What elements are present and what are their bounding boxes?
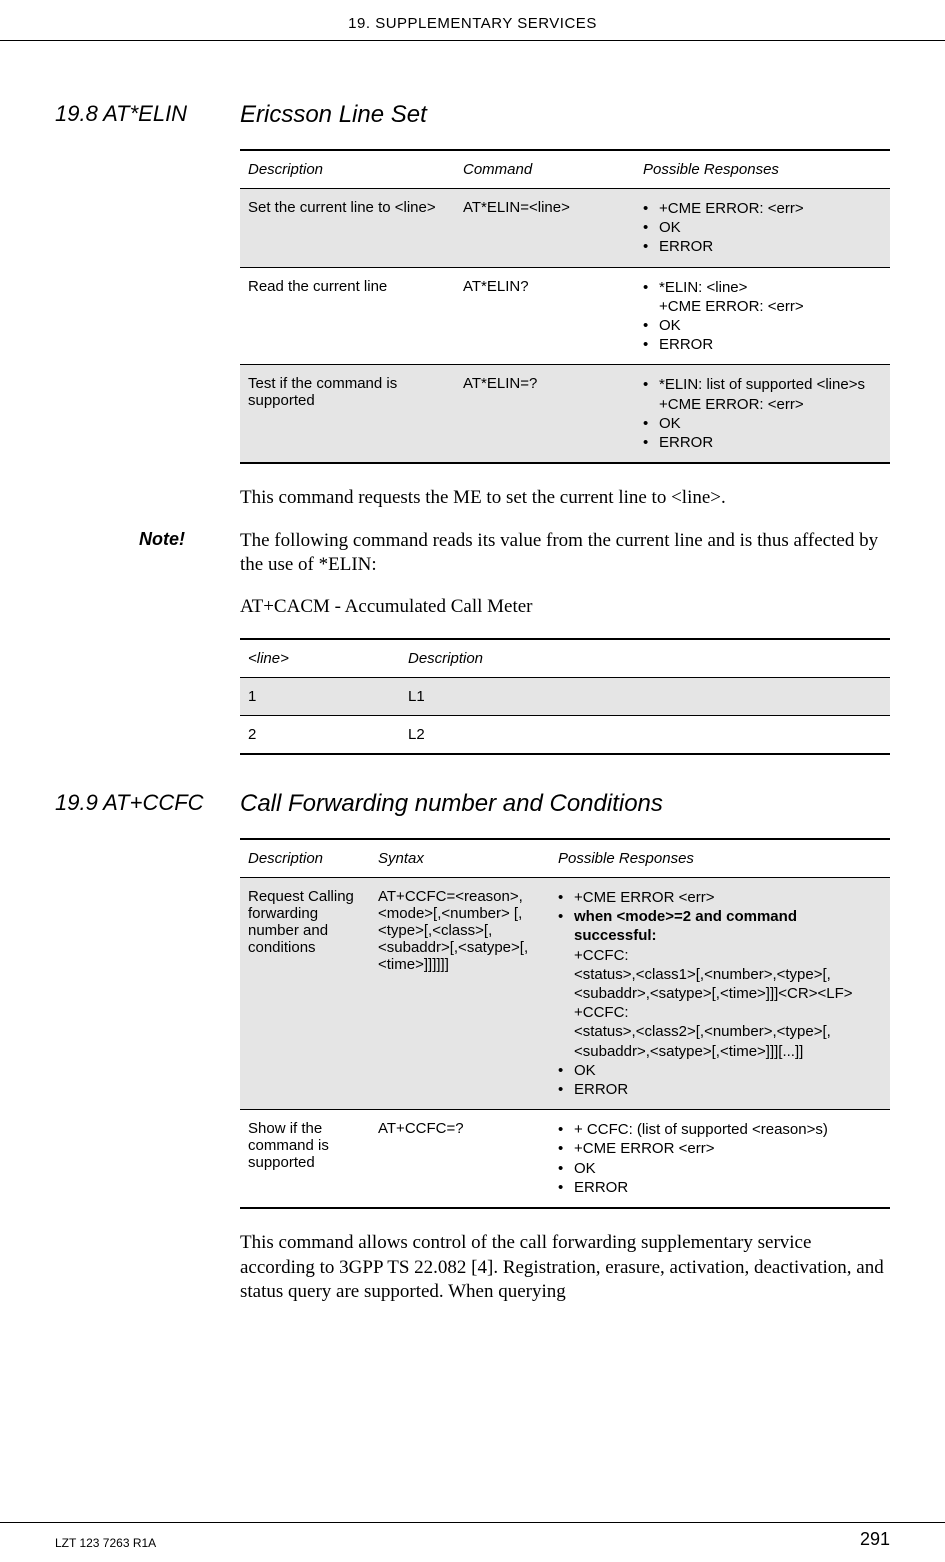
note-label: Note!	[55, 529, 240, 578]
section-number-label: 19.8 AT*ELIN	[55, 101, 240, 129]
table-header: Possible Responses	[550, 839, 890, 878]
body-paragraph: This command requests the ME to set the …	[240, 486, 890, 511]
desc-cell: Set the current line to <line>	[240, 189, 455, 268]
desc-cell: Request Calling forwarding number and co…	[240, 878, 370, 1110]
syntax-cell: AT+CCFC=?	[370, 1110, 550, 1208]
desc-cell: Read the current line	[240, 267, 455, 365]
footer-doc-id: LZT 123 7263 R1A	[55, 1536, 156, 1550]
section-19-9-heading: 19.9 AT+CCFC Call Forwarding number and …	[55, 790, 890, 818]
page-number: 291	[860, 1529, 890, 1550]
table-row: 2L2	[240, 716, 890, 755]
response-item: OK	[643, 414, 880, 433]
response-cell: + CCFC: (list of supported <reason>s)+CM…	[550, 1110, 890, 1208]
desc-cell: Test if the command is supported	[240, 365, 455, 463]
table-header: Possible Responses	[635, 150, 890, 189]
command-cell: AT*ELIN=<line>	[455, 189, 635, 268]
syntax-cell: AT+CCFC=<reason>,<mode>[,<number> [,<typ…	[370, 878, 550, 1110]
table-header: Syntax	[370, 839, 550, 878]
command-cell: AT*ELIN?	[455, 267, 635, 365]
response-cell: +CME ERROR <err>when <mode>=2 and comman…	[550, 878, 890, 1110]
response-item: OK	[558, 1061, 880, 1080]
section-title: Call Forwarding number and Conditions	[240, 790, 890, 818]
response-item: +CME ERROR <err>	[558, 888, 880, 907]
table-header: Command	[455, 150, 635, 189]
response-item: when <mode>=2 and command successful:+CC…	[558, 907, 880, 1061]
page-content: 19.8 AT*ELIN Ericsson Line Set Descripti…	[0, 41, 945, 1305]
table-row: 1L1	[240, 678, 890, 716]
line-desc-cell: L1	[400, 678, 890, 716]
table-header: Description	[240, 839, 370, 878]
ccfc-command-table-wrap: Description Syntax Possible Responses Re…	[240, 838, 890, 1209]
response-item: +CME ERROR <err>	[558, 1139, 880, 1158]
line-value-cell: 1	[240, 678, 400, 716]
command-cell: AT*ELIN=?	[455, 365, 635, 463]
response-item: OK	[643, 316, 880, 335]
ccfc-command-table: Description Syntax Possible Responses Re…	[240, 838, 890, 1209]
line-value-cell: 2	[240, 716, 400, 755]
response-cell: +CME ERROR: <err>OKERROR	[635, 189, 890, 268]
elin-command-table-wrap: Description Command Possible Responses S…	[240, 149, 890, 464]
note-block: Note! The following command reads its va…	[55, 529, 890, 578]
response-item: OK	[558, 1159, 880, 1178]
note-text: The following command reads its value fr…	[240, 529, 890, 578]
table-row: Request Calling forwarding number and co…	[240, 878, 890, 1110]
page-footer: LZT 123 7263 R1A 291	[0, 1522, 945, 1550]
response-item: + CCFC: (list of supported <reason>s)	[558, 1120, 880, 1139]
desc-cell: Show if the command is supported	[240, 1110, 370, 1208]
response-item: OK	[643, 218, 880, 237]
response-item: ERROR	[558, 1080, 880, 1099]
elin-command-table: Description Command Possible Responses S…	[240, 149, 890, 464]
page-header: 19. SUPPLEMENTARY SERVICES	[0, 0, 945, 41]
table-header: Description	[240, 150, 455, 189]
table-row: Test if the command is supportedAT*ELIN=…	[240, 365, 890, 463]
table-row: Show if the command is supportedAT+CCFC=…	[240, 1110, 890, 1208]
section-number-label: 19.9 AT+CCFC	[55, 790, 240, 818]
body-paragraph: This command allows control of the call …	[240, 1231, 890, 1305]
line-values-table: <line> Description 1L12L2	[240, 638, 890, 755]
table-row: Read the current lineAT*ELIN?*ELIN: <lin…	[240, 267, 890, 365]
table-header: Description	[400, 639, 890, 678]
response-item: *ELIN: <line>+CME ERROR: <err>	[643, 278, 880, 316]
response-cell: *ELIN: <line>+CME ERROR: <err>OKERROR	[635, 267, 890, 365]
response-item: ERROR	[558, 1178, 880, 1197]
table-header: <line>	[240, 639, 400, 678]
section-title: Ericsson Line Set	[240, 101, 890, 129]
body-paragraph: AT+CACM - Accumulated Call Meter	[240, 595, 890, 620]
response-item: *ELIN: list of supported <line>s+CME ERR…	[643, 375, 880, 413]
response-item: ERROR	[643, 335, 880, 354]
line-desc-cell: L2	[400, 716, 890, 755]
response-cell: *ELIN: list of supported <line>s+CME ERR…	[635, 365, 890, 463]
line-values-table-wrap: <line> Description 1L12L2	[240, 638, 890, 755]
response-item: ERROR	[643, 433, 880, 452]
section-19-8-heading: 19.8 AT*ELIN Ericsson Line Set	[55, 101, 890, 129]
response-item: +CME ERROR: <err>	[643, 199, 880, 218]
response-item: ERROR	[643, 237, 880, 256]
table-row: Set the current line to <line>AT*ELIN=<l…	[240, 189, 890, 268]
